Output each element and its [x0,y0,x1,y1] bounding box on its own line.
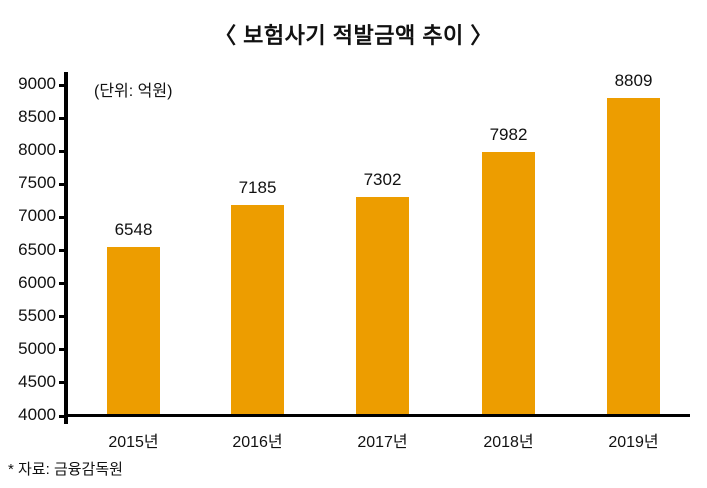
y-tick-label: 4000 [18,405,56,424]
y-tick-label: 8500 [18,107,56,127]
y-tick-mark [59,315,65,319]
y-tick-label: 6500 [18,239,56,259]
y-tick-mark [59,249,65,252]
y-tick-mark [59,182,65,186]
x-category-label: 2015년 [108,434,159,451]
source-note: * 자료: 금융감독원 [8,461,123,478]
y-tick-mark [59,83,65,87]
bar-value-label: 7185 [238,178,277,198]
chart-title: 〈 보험사기 적발금액 추이 〉 [214,23,493,48]
x-category-label: 2019년 [608,434,659,451]
bar-4 [607,97,660,414]
bar-value-label: 7302 [363,170,402,190]
bar-1 [231,205,284,414]
bar-3 [482,152,535,414]
bar-value-label: 6548 [114,220,153,240]
y-tick-label: 9000 [18,74,56,93]
y-axis-line [64,72,68,424]
x-category-label: 2016년 [232,434,283,451]
y-tick-label: 5500 [18,305,56,325]
x-axis-line [64,414,690,417]
y-tick-mark [59,215,65,219]
y-tick-mark [59,116,65,120]
y-tick-mark [59,348,65,352]
bar-2 [356,197,409,414]
y-tick-mark [59,149,65,153]
y-tick-label: 6000 [18,272,56,292]
y-tick-mark [59,414,65,418]
bar-0 [107,247,160,414]
bar-value-label: 7982 [489,125,528,145]
bar-value-label: 8809 [614,70,653,90]
y-tick-mark [59,381,65,385]
x-category-label: 2017년 [357,434,408,451]
y-tick-label: 7000 [18,206,56,226]
y-tick-label: 5000 [18,338,56,358]
y-tick-label: 7500 [18,173,56,193]
y-tick-label: 8000 [18,140,56,160]
y-tick-mark [59,282,65,286]
unit-note: (단위: 억원) [94,83,173,100]
x-category-label: 2018년 [483,434,534,451]
y-tick-label: 4500 [18,371,56,391]
